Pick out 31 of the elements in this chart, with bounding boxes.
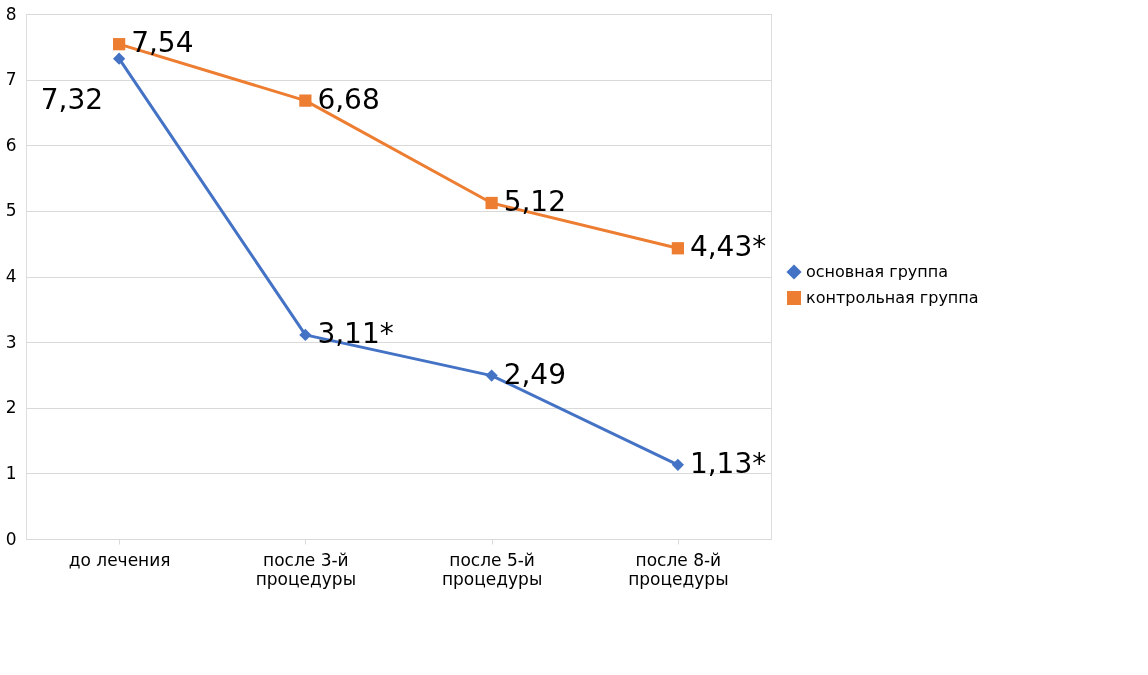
x-tick-label: после 5-й процедуры <box>441 549 543 589</box>
point <box>671 242 684 255</box>
data-label: 2,49 <box>503 357 566 391</box>
y-tick-label: 7 <box>5 69 17 90</box>
point <box>299 328 312 342</box>
data-label: 7,54 <box>131 26 194 60</box>
point <box>485 196 498 210</box>
x-tick-label: после 3-й процедуры <box>255 549 357 589</box>
legend-label: основная группа <box>806 262 948 281</box>
y-tick-label: 6 <box>5 134 17 155</box>
y-tick-label: 2 <box>5 397 17 418</box>
point <box>485 369 498 382</box>
data-label: 4,43* <box>689 230 767 264</box>
point <box>113 52 126 65</box>
data-label: 6,68 <box>317 82 380 116</box>
x-tick-label: до лечения <box>68 549 171 570</box>
point <box>671 458 684 471</box>
point <box>299 94 312 107</box>
data-label: 3,11* <box>317 316 394 350</box>
y-tick-label: 0 <box>5 528 17 549</box>
y-tick-label: 3 <box>5 331 17 352</box>
y-tick-label: 5 <box>5 200 17 221</box>
data-label: 1,13* <box>689 446 767 480</box>
y-tick-label: 8 <box>5 3 17 24</box>
legend-label: контрольная группа <box>806 288 979 307</box>
y-tick-label: 4 <box>5 266 17 286</box>
data-label: 5,12 <box>503 185 566 218</box>
point <box>113 38 126 51</box>
x-tick-label: после 8-й процедуры <box>628 549 729 589</box>
y-tick-label: 1 <box>5 462 17 483</box>
data-label: 7,32 <box>40 82 104 116</box>
